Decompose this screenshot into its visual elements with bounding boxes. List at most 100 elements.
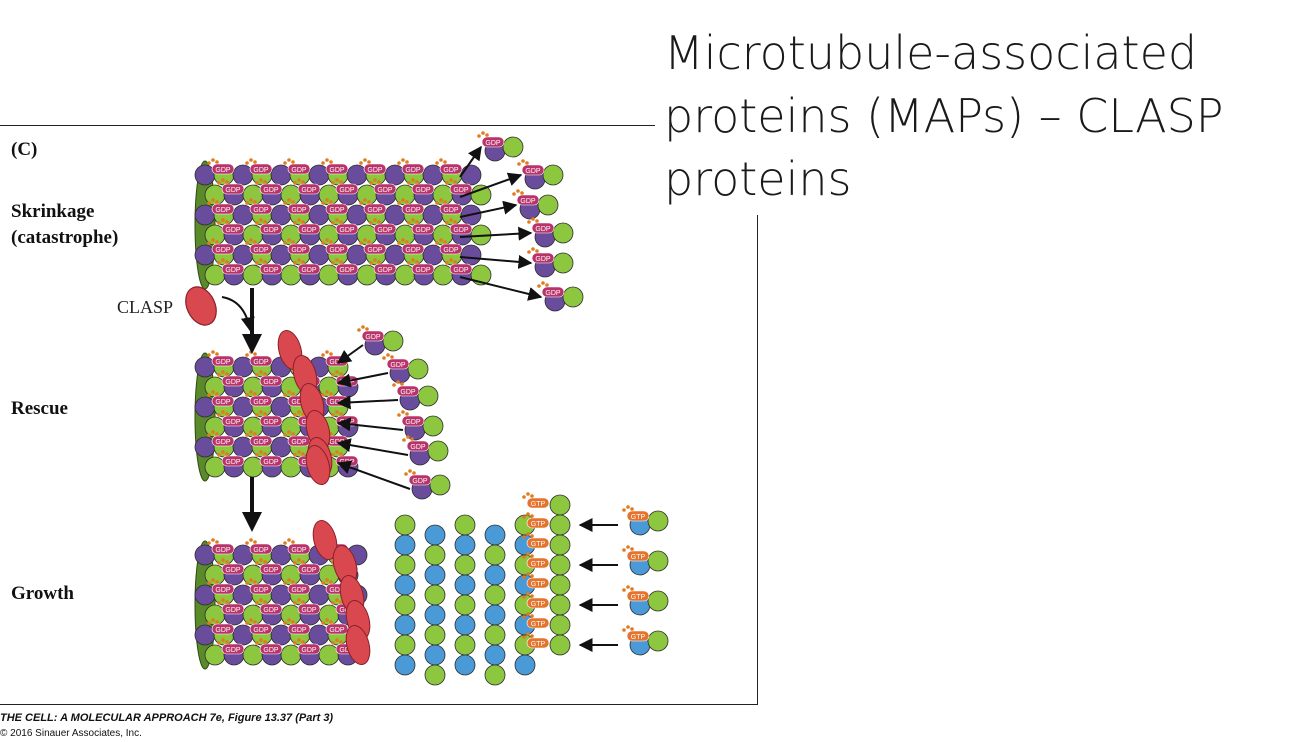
gdp-dimer: GDP xyxy=(397,410,444,441)
gtp-label: GTP xyxy=(522,512,550,529)
svg-text:GDP: GDP xyxy=(253,167,269,174)
svg-text:GDP: GDP xyxy=(405,207,421,214)
gdp-label: GDP xyxy=(369,218,397,235)
panel-letter: (C) xyxy=(11,139,38,160)
svg-text:GTP: GTP xyxy=(531,641,546,648)
incoming-gdp-dimers: GDP GDP GDP GDP GDP GDP xyxy=(336,325,451,500)
alpha-tubulin xyxy=(394,514,416,536)
gdp-label: GDP xyxy=(217,218,245,235)
svg-text:GDP: GDP xyxy=(520,198,536,205)
beta-tubulin xyxy=(394,534,416,556)
gdp-label: GDP xyxy=(207,538,235,555)
gdp-label: GDP xyxy=(293,218,321,235)
svg-text:GDP: GDP xyxy=(215,587,231,594)
gdp-label: GDP xyxy=(217,178,245,195)
arrow xyxy=(336,344,364,364)
arrow xyxy=(336,417,404,432)
svg-text:GDP: GDP xyxy=(485,140,501,147)
gtp-label: GTP xyxy=(522,612,550,629)
gdp-label: GDP xyxy=(207,578,235,595)
gdp-label: GDP xyxy=(331,178,359,195)
alpha-tubulin xyxy=(484,584,506,606)
svg-text:GDP: GDP xyxy=(400,389,416,396)
beta-tubulin xyxy=(454,614,476,636)
svg-text:GDP: GDP xyxy=(253,399,269,406)
gtp-label: GTP xyxy=(622,505,650,522)
svg-text:GDP: GDP xyxy=(329,627,345,634)
gdp-label: GDP xyxy=(245,390,273,407)
svg-text:GDP: GDP xyxy=(291,547,307,554)
alpha-tubulin xyxy=(454,554,476,576)
svg-text:GDP: GDP xyxy=(263,419,279,426)
gdp-label: GDP xyxy=(435,238,463,255)
gdp-dimer: GDP xyxy=(357,325,404,356)
gdp-dimer: GDP xyxy=(382,353,429,384)
svg-text:GDP: GDP xyxy=(535,256,551,263)
gtp-dimer: GTP xyxy=(622,545,669,576)
svg-text:GDP: GDP xyxy=(329,587,345,594)
gdp-label: GDP xyxy=(445,178,473,195)
svg-text:GDP: GDP xyxy=(367,247,383,254)
arrow xyxy=(459,172,523,198)
svg-text:GDP: GDP xyxy=(545,290,561,297)
svg-text:GDP: GDP xyxy=(225,459,241,466)
gdp-label: GDP xyxy=(369,178,397,195)
svg-text:GDP: GDP xyxy=(253,247,269,254)
svg-text:GDP: GDP xyxy=(263,267,279,274)
svg-text:GDP: GDP xyxy=(339,267,355,274)
gtp-dimer: GTP xyxy=(622,625,669,656)
gdp-label: GDP xyxy=(283,618,311,635)
gdp-label: GDP xyxy=(255,218,283,235)
arrow xyxy=(459,254,533,269)
gdp-dimer: GDP xyxy=(527,217,574,248)
svg-text:GDP: GDP xyxy=(415,187,431,194)
svg-text:GDP: GDP xyxy=(443,207,459,214)
gdp-label: GDP xyxy=(207,390,235,407)
svg-text:GDP: GDP xyxy=(291,207,307,214)
svg-text:GDP: GDP xyxy=(365,334,381,341)
svg-text:GDP: GDP xyxy=(301,567,317,574)
svg-text:GDP: GDP xyxy=(443,247,459,254)
gtp-label: GTP xyxy=(622,545,650,562)
gdp-label: GDP xyxy=(357,325,385,342)
svg-text:GDP: GDP xyxy=(339,227,355,234)
figure-copyright: © 2016 Sinauer Associates, Inc. xyxy=(0,728,142,739)
figure-caption-title: THE CELL: A MOLECULAR APPROACH 7e, Figur… xyxy=(0,712,334,724)
svg-text:GDP: GDP xyxy=(263,459,279,466)
gdp-label: GDP xyxy=(217,258,245,275)
clasp-label: CLASP xyxy=(117,297,173,317)
clasp-proteins xyxy=(277,329,371,666)
svg-text:GDP: GDP xyxy=(291,439,307,446)
svg-text:GDP: GDP xyxy=(377,227,393,234)
svg-text:GDP: GDP xyxy=(535,226,551,233)
gdp-label: GDP xyxy=(359,238,387,255)
svg-text:GDP: GDP xyxy=(291,587,307,594)
stage-label-growth: Growth xyxy=(11,583,74,604)
figure-frame xyxy=(0,125,758,705)
gdp-label: GDP xyxy=(217,450,245,467)
gdp-label: GDP xyxy=(255,558,283,575)
gdp-label: GDP xyxy=(245,618,273,635)
stage-label-rescue: Rescue xyxy=(11,398,68,419)
alpha-tubulin xyxy=(549,634,571,656)
svg-text:GTP: GTP xyxy=(531,541,546,548)
gdp-label: GDP xyxy=(245,350,273,367)
svg-text:GDP: GDP xyxy=(377,187,393,194)
gdp-dimer: GDP xyxy=(404,469,451,500)
svg-text:GDP: GDP xyxy=(301,267,317,274)
gdp-label: GDP xyxy=(407,218,435,235)
arrow xyxy=(459,226,533,241)
free-clasp-protein xyxy=(185,286,217,326)
gdp-label: GDP xyxy=(217,558,245,575)
gdp-label: GDP xyxy=(397,410,425,427)
arrow xyxy=(336,460,411,490)
alpha-tubulin xyxy=(424,624,446,646)
svg-text:GDP: GDP xyxy=(215,207,231,214)
gdp-label: GDP xyxy=(477,131,505,148)
gdp-label: GDP xyxy=(217,638,245,655)
svg-text:GTP: GTP xyxy=(531,621,546,628)
svg-text:GTP: GTP xyxy=(531,521,546,528)
gdp-label: GDP xyxy=(293,178,321,195)
svg-text:GDP: GDP xyxy=(263,647,279,654)
gtp-label: GTP xyxy=(522,532,550,549)
